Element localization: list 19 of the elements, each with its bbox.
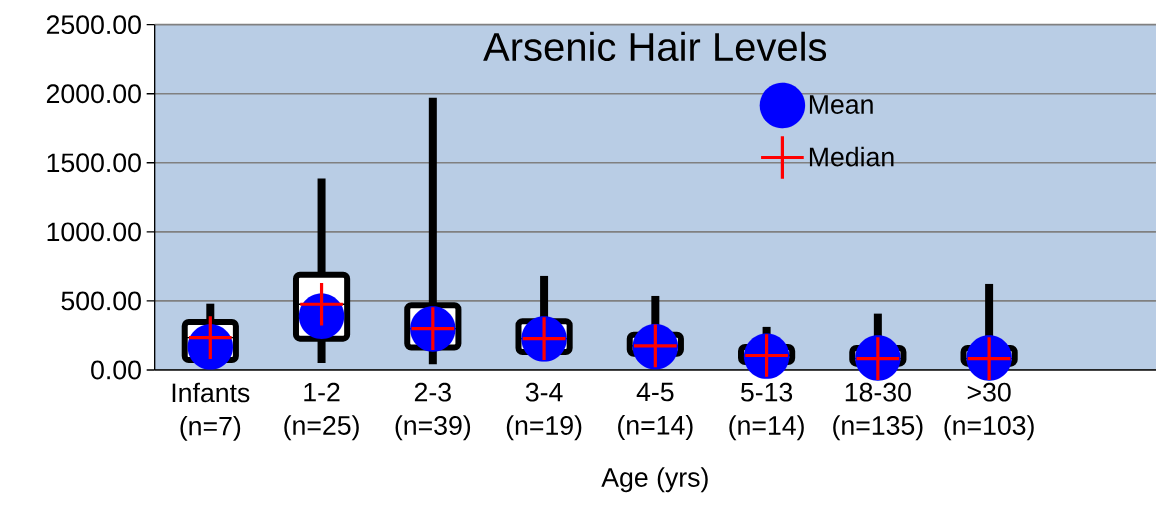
x-tick-label: 1-2 (n=25): [284, 382, 359, 441]
x-tick-label: >30 (n=103): [944, 382, 1034, 441]
point: [188, 316, 232, 359]
x-axis-title: Age (yrs): [601, 467, 708, 493]
y-tick-label: 2000.00: [46, 84, 141, 104]
x-tick-label: Infants (n=7): [172, 382, 250, 441]
y-tick-label: 500.00: [61, 291, 141, 311]
x-tick-label: 3-4 (n=19): [506, 382, 582, 441]
x-tick-label: 2-3 (n=39): [395, 382, 471, 441]
x-tick-label: 18-30 (n=135): [833, 382, 923, 441]
y-tick-label: 1500.00: [47, 153, 141, 173]
y-tick-label: 2500.00: [46, 15, 141, 35]
legend-label: Median: [809, 146, 894, 167]
y-tick-label: 0.00: [91, 360, 141, 380]
y-tick-label: 1000.00: [47, 222, 141, 242]
chart-title: Arsenic Hair Levels: [483, 31, 827, 62]
x-tick-label: 5-13 (n=14): [729, 382, 804, 441]
x-tick-label: 4-5 (n=14): [618, 382, 693, 440]
legend-label: Mean: [809, 95, 873, 114]
